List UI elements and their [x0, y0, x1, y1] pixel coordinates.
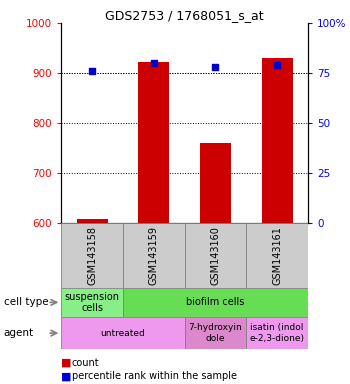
Text: GSM143160: GSM143160	[210, 226, 220, 285]
Bar	[262, 58, 293, 223]
Title: GDS2753 / 1768051_s_at: GDS2753 / 1768051_s_at	[105, 9, 264, 22]
FancyBboxPatch shape	[123, 223, 185, 288]
Bar	[77, 219, 107, 223]
Text: GSM143158: GSM143158	[87, 226, 97, 285]
Text: agent: agent	[4, 328, 34, 338]
FancyBboxPatch shape	[123, 288, 308, 317]
Text: count: count	[72, 358, 99, 368]
Text: ■: ■	[61, 358, 72, 368]
Text: 7-hydroxyin
dole: 7-hydroxyin dole	[189, 323, 242, 343]
FancyBboxPatch shape	[61, 288, 123, 317]
Point	[89, 68, 95, 74]
Text: ■: ■	[61, 371, 72, 381]
Point	[213, 64, 218, 70]
FancyBboxPatch shape	[246, 223, 308, 288]
Text: suspension
cells: suspension cells	[65, 291, 120, 313]
Text: cell type: cell type	[4, 297, 48, 308]
Text: percentile rank within the sample: percentile rank within the sample	[72, 371, 237, 381]
Text: biofilm cells: biofilm cells	[186, 297, 245, 308]
Text: GSM143161: GSM143161	[272, 226, 282, 285]
FancyBboxPatch shape	[61, 223, 123, 288]
Text: isatin (indol
e-2,3-dione): isatin (indol e-2,3-dione)	[250, 323, 304, 343]
FancyBboxPatch shape	[246, 317, 308, 349]
Bar	[200, 143, 231, 223]
Text: untreated: untreated	[100, 329, 145, 338]
FancyBboxPatch shape	[185, 223, 246, 288]
FancyBboxPatch shape	[61, 317, 185, 349]
Point	[274, 62, 280, 68]
Text: GSM143159: GSM143159	[149, 226, 159, 285]
Bar	[138, 63, 169, 223]
FancyBboxPatch shape	[185, 317, 246, 349]
Point	[151, 60, 156, 66]
